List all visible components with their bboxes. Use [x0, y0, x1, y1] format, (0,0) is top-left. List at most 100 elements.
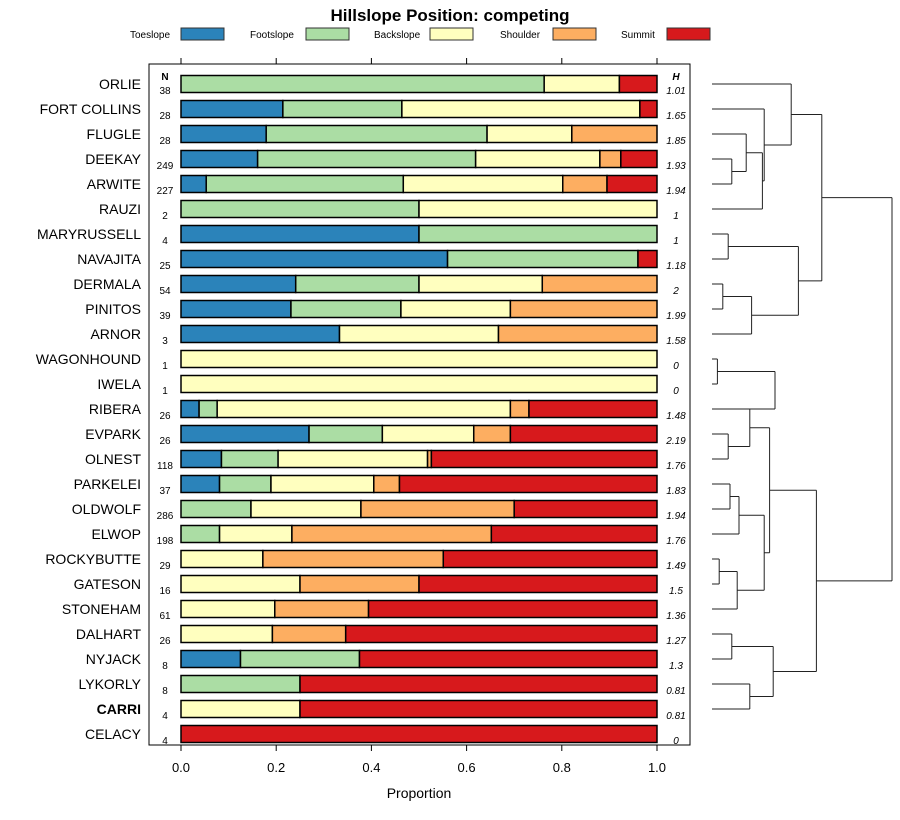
chart-title: Hillslope Position: competing — [331, 6, 570, 25]
row-n-value: 118 — [157, 461, 173, 472]
legend-label-toeslope: Toeslope — [130, 30, 170, 41]
row-h-value: 1.65 — [666, 111, 686, 122]
row-n-value: 37 — [159, 486, 171, 497]
bar-segment-shoulder — [271, 624, 347, 644]
bar-segment-footslope — [180, 524, 221, 544]
n-column-header: N — [161, 72, 168, 83]
bar-segment-toeslope — [180, 649, 242, 669]
bar-segment-shoulder — [509, 399, 530, 419]
row-n-value: 3 — [162, 336, 168, 347]
row-label: DERMALA — [73, 276, 141, 292]
row-label: ARWITE — [87, 176, 141, 192]
bar-segment-toeslope — [180, 224, 420, 244]
bar-segment-toeslope — [180, 274, 297, 294]
bar-segment-backslope — [402, 174, 564, 194]
row-label: CELACY — [85, 726, 142, 742]
bar-segment-backslope — [381, 424, 475, 444]
x-tick-label: 0.6 — [458, 760, 476, 775]
legend-swatch-shoulder — [552, 27, 597, 41]
bar-segment-summit — [358, 649, 658, 669]
bar-segment-backslope — [270, 474, 375, 494]
bar-segment-footslope — [308, 424, 384, 444]
row-h-value: 1.5 — [669, 586, 683, 597]
bar-segment-summit — [513, 499, 658, 519]
bar-segment-summit — [344, 624, 658, 644]
row-h-value: 1.93 — [666, 161, 686, 172]
bar-segment-backslope — [474, 149, 601, 169]
row-wagonhound: WAGONHOUND 1 0 — [36, 349, 679, 372]
row-ribera: RIBERA 26 1.48 — [89, 399, 686, 422]
legend-label-shoulder: Shoulder — [500, 30, 541, 41]
row-label: PARKELEI — [74, 476, 141, 492]
row-h-value: 1.58 — [666, 336, 686, 347]
bar-segment-summit — [442, 549, 658, 569]
row-n-value: 28 — [159, 111, 171, 122]
row-n-value: 8 — [162, 686, 168, 697]
row-label: FORT COLLINS — [40, 101, 141, 117]
bar-segment-summit — [509, 424, 658, 444]
bar-segment-summit — [299, 674, 658, 694]
row-h-value: 1.49 — [666, 561, 686, 572]
bar-segment-backslope — [180, 624, 274, 644]
legend-swatch-summit — [666, 27, 711, 41]
x-tick-label: 0.2 — [267, 760, 285, 775]
row-label: RIBERA — [89, 401, 142, 417]
row-h-value: 2 — [672, 286, 679, 297]
row-oldwolf: OLDWOLF 286 1.94 — [72, 499, 686, 522]
row-n-value: 38 — [159, 86, 171, 97]
row-orlie: ORLIE 38 1.01 — [99, 74, 686, 97]
legend-swatch-footslope — [305, 27, 350, 41]
bar-segment-footslope — [180, 674, 301, 694]
row-n-value: 1 — [162, 361, 168, 372]
row-label: ROCKYBUTTE — [45, 551, 141, 567]
row-rockybutte: ROCKYBUTTE 29 1.49 — [45, 549, 686, 572]
bar-segment-backslope — [180, 549, 264, 569]
legend-swatch-backslope — [429, 27, 474, 41]
row-label: PINITOS — [85, 301, 141, 317]
bar-segment-toeslope — [180, 449, 223, 469]
bar-segment-footslope — [218, 474, 272, 494]
row-h-value: 1.27 — [666, 636, 686, 647]
row-n-value: 16 — [159, 586, 171, 597]
row-n-value: 227 — [157, 186, 174, 197]
row-n-value: 39 — [159, 311, 171, 322]
row-arnor: ARNOR 3 1.58 — [90, 324, 686, 347]
h-column-header: H — [672, 72, 680, 83]
bar-segment-shoulder — [571, 124, 658, 144]
bar-segment-shoulder — [509, 299, 658, 319]
bar-segment-toeslope — [180, 299, 292, 319]
bar-segment-backslope — [180, 699, 301, 719]
row-label: STONEHAM — [62, 601, 141, 617]
row-label: DALHART — [76, 626, 142, 642]
bar-segment-backslope — [418, 274, 544, 294]
row-elwop: ELWOP 198 1.76 — [91, 524, 686, 547]
row-n-value: 4 — [162, 236, 168, 247]
bar-segment-footslope — [180, 499, 252, 519]
row-dalhart: DALHART 26 1.27 — [76, 624, 686, 647]
row-flugle: FLUGLE 28 1.85 — [87, 124, 686, 147]
bar-segment-toeslope — [180, 124, 267, 144]
bar-segment-summit — [618, 74, 658, 94]
bar-segment-toeslope — [180, 324, 341, 344]
row-n-value: 4 — [162, 711, 168, 722]
bar-segment-backslope — [338, 324, 500, 344]
row-fort-collins: FORT COLLINS 28 1.65 — [40, 99, 686, 122]
row-label: RAUZI — [99, 201, 141, 217]
bar-segment-footslope — [180, 199, 420, 219]
legend: Toeslope Footslope Backslope Shoulder Summit — [130, 27, 711, 41]
bar-segment-summit — [639, 99, 658, 119]
row-nyjack: NYJACK 8 1.3 — [86, 649, 683, 672]
bar-segment-backslope — [401, 99, 641, 119]
bar-segment-backslope — [277, 449, 429, 469]
bar-segment-backslope — [180, 599, 276, 619]
bar-segment-toeslope — [180, 99, 284, 119]
bar-segment-summit — [637, 249, 658, 269]
bar-segment-backslope — [400, 299, 512, 319]
row-h-value: 1.3 — [669, 661, 683, 672]
bar-segment-summit — [430, 449, 658, 469]
row-n-value: 1 — [162, 386, 168, 397]
bar-segment-shoulder — [599, 149, 622, 169]
row-label: EVPARK — [85, 426, 141, 442]
bar-segment-shoulder — [472, 424, 512, 444]
